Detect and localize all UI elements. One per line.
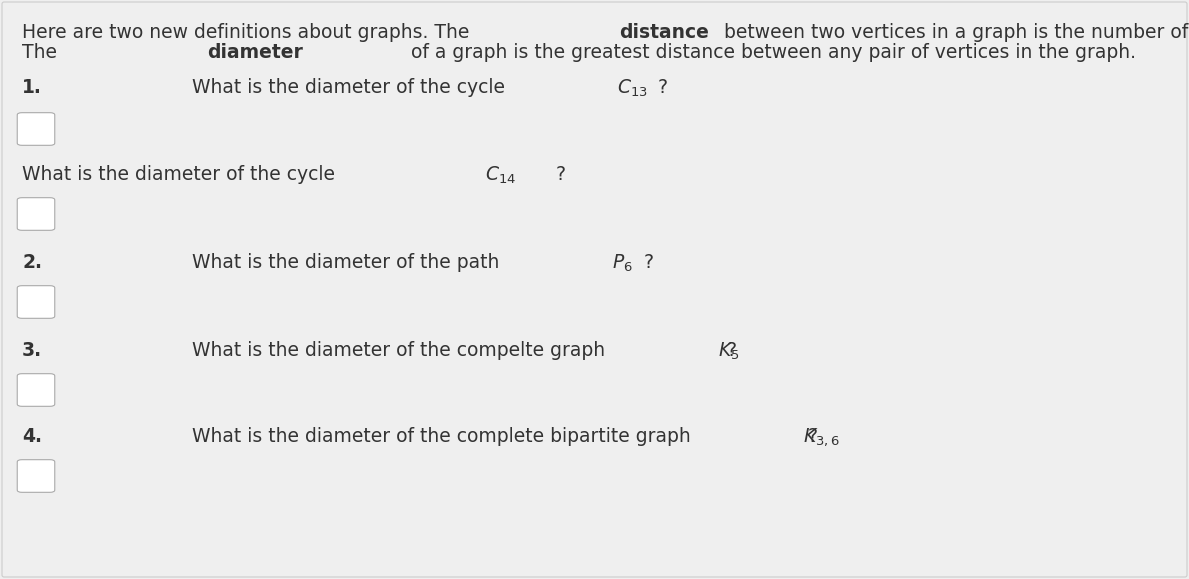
- Text: The: The: [23, 43, 63, 63]
- Text: 4.: 4.: [23, 427, 42, 446]
- Text: $P_6$: $P_6$: [612, 252, 633, 273]
- Text: What is the diameter of the compelte graph: What is the diameter of the compelte gra…: [185, 342, 611, 360]
- FancyBboxPatch shape: [18, 285, 55, 318]
- Text: What is the diameter of the path: What is the diameter of the path: [185, 254, 505, 272]
- Text: $C_{14}$: $C_{14}$: [485, 164, 516, 185]
- Text: ?: ?: [555, 166, 565, 184]
- FancyBboxPatch shape: [18, 373, 55, 406]
- FancyBboxPatch shape: [18, 197, 55, 230]
- Text: distance: distance: [619, 23, 709, 42]
- Text: of a graph is the greatest distance between any pair of vertices in the graph.: of a graph is the greatest distance betw…: [404, 43, 1135, 63]
- Text: 2.: 2.: [23, 254, 42, 272]
- Text: ?: ?: [643, 254, 654, 272]
- FancyBboxPatch shape: [18, 113, 55, 145]
- Text: between two vertices in a graph is the number of edges in a shortest path connec: between two vertices in a graph is the n…: [718, 23, 1189, 42]
- Text: ?: ?: [726, 342, 736, 360]
- Text: diameter: diameter: [207, 43, 302, 63]
- Text: 1.: 1.: [23, 78, 42, 97]
- Text: What is the diameter of the complete bipartite graph: What is the diameter of the complete bip…: [185, 427, 697, 446]
- Text: Here are two new definitions about graphs. The: Here are two new definitions about graph…: [23, 23, 476, 42]
- Text: ?: ?: [658, 78, 668, 97]
- Text: 3.: 3.: [23, 342, 42, 360]
- Text: What is the diameter of the cycle: What is the diameter of the cycle: [23, 166, 341, 184]
- Text: $K_5$: $K_5$: [718, 340, 740, 361]
- Text: What is the diameter of the cycle: What is the diameter of the cycle: [185, 78, 510, 97]
- Text: $K_{3,6}$: $K_{3,6}$: [804, 426, 841, 448]
- Text: ?: ?: [809, 427, 818, 446]
- FancyBboxPatch shape: [18, 460, 55, 492]
- Text: $C_{13}$: $C_{13}$: [617, 77, 648, 98]
